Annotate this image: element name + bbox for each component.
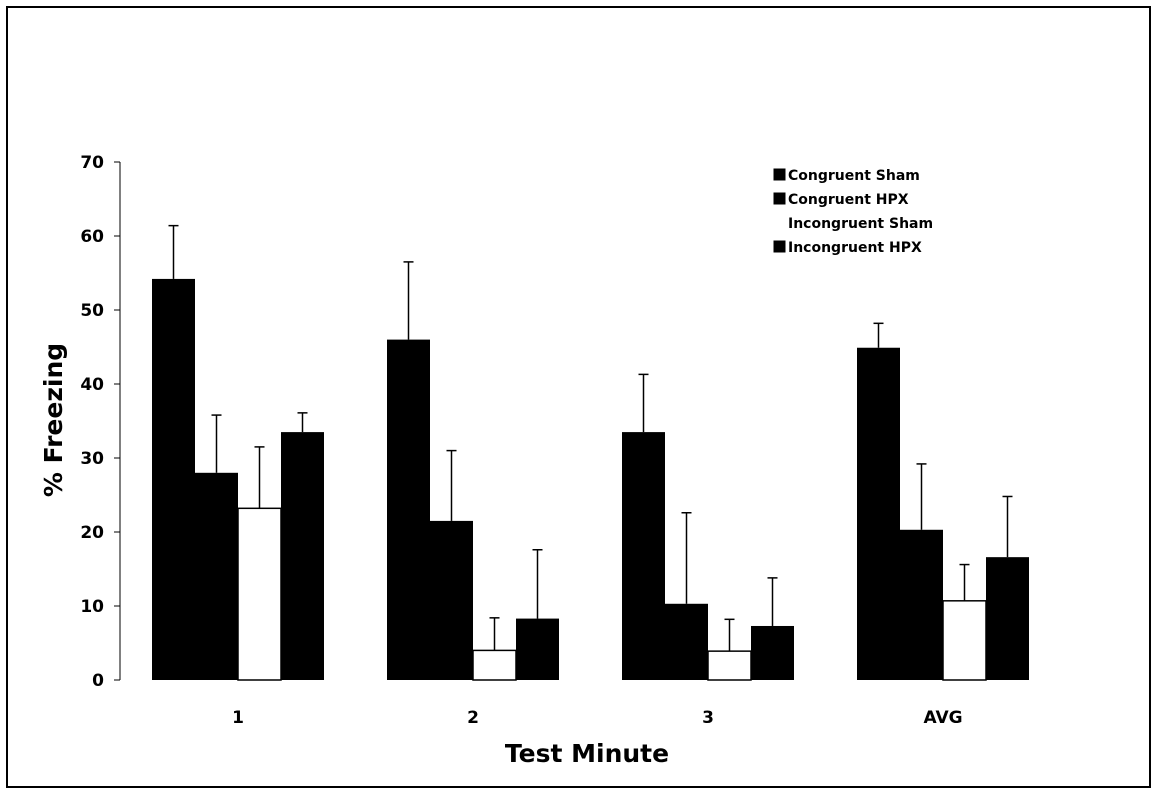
legend-swatch — [773, 192, 786, 205]
bar — [942, 600, 987, 681]
bar — [751, 625, 794, 680]
bar — [857, 347, 900, 680]
x-tick-label: 2 — [467, 708, 479, 728]
legend-label: Incongruent HPX — [788, 240, 922, 256]
y-axis-title: % Freezing — [39, 343, 68, 497]
legend-label: Incongruent Sham — [788, 216, 933, 232]
y-tick-label: 0 — [92, 671, 104, 691]
bar — [430, 520, 473, 680]
bar — [707, 650, 752, 681]
x-axis-title: Test Minute — [505, 739, 669, 768]
y-tick-label: 60 — [80, 227, 104, 247]
x-axis: 1 2 3 AVG — [232, 708, 962, 728]
legend-label: Congruent Sham — [788, 168, 920, 184]
bar — [387, 339, 430, 680]
y-tick-label: 30 — [80, 449, 104, 469]
bar — [281, 432, 324, 680]
bar-series-group — [152, 224, 1029, 681]
y-tick-label: 10 — [80, 597, 104, 617]
x-tick-label: 1 — [232, 708, 244, 728]
legend-swatch — [773, 240, 786, 253]
legend: Congruent Sham Congruent HPX Incongruent S… — [773, 168, 933, 256]
y-tick-label: 70 — [80, 153, 104, 173]
legend-swatch — [774, 217, 785, 228]
bar — [152, 278, 195, 680]
x-tick-label: 3 — [702, 708, 714, 728]
y-tick-label: 50 — [80, 301, 104, 321]
bar — [472, 649, 517, 681]
bar — [986, 557, 1029, 680]
bar — [665, 603, 708, 680]
y-tick-label: 20 — [80, 523, 104, 543]
bar — [622, 432, 665, 680]
y-axis: 0 10 20 30 40 50 60 70 — [80, 153, 121, 691]
bar — [900, 529, 943, 680]
y-tick-label: 40 — [80, 375, 104, 395]
bar — [195, 472, 238, 680]
bar — [516, 618, 559, 680]
legend-label: Congruent HPX — [788, 192, 909, 208]
legend-swatch — [773, 168, 786, 181]
bar — [237, 507, 282, 681]
x-tick-label: AVG — [923, 708, 962, 728]
